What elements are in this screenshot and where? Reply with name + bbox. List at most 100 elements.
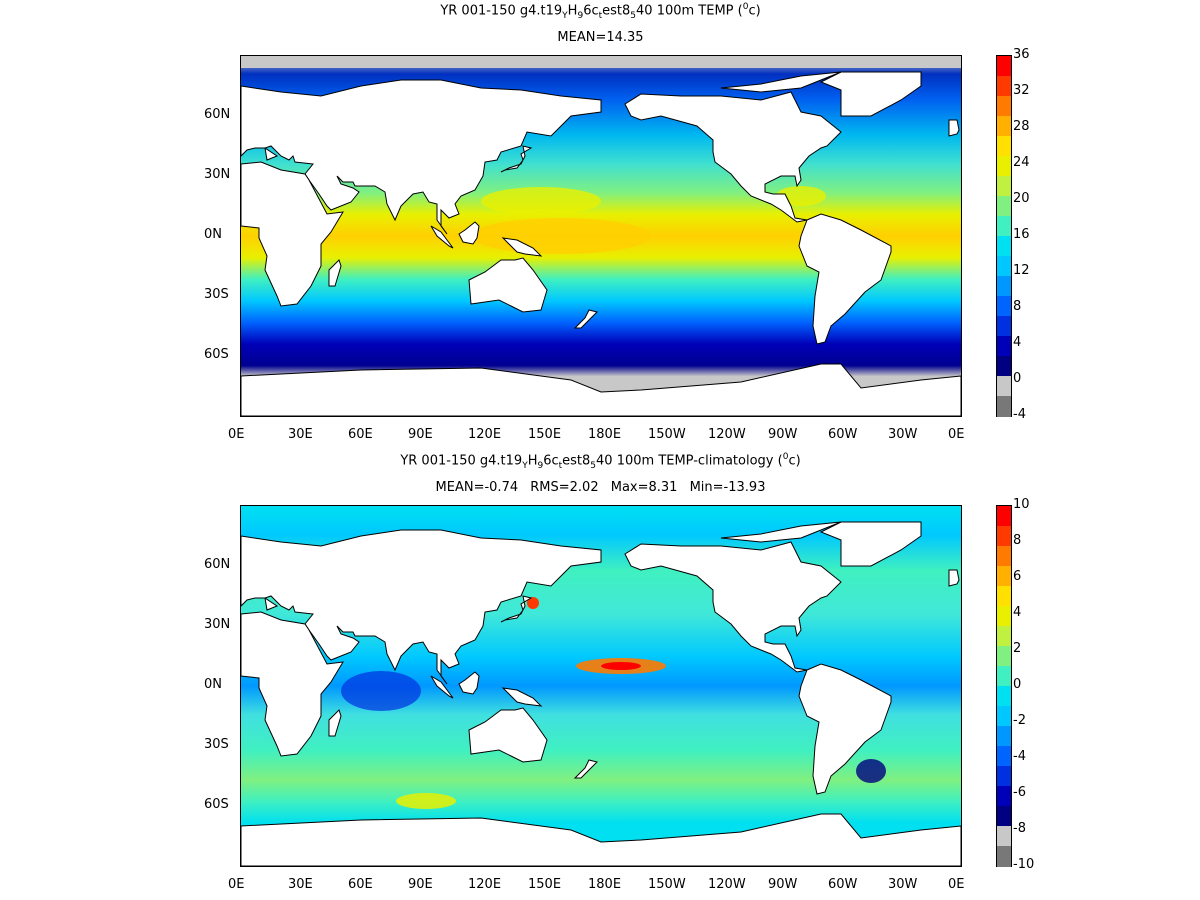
colorbar-segment	[997, 566, 1011, 587]
bottom-map	[240, 505, 962, 867]
x-tick-label: 150E	[528, 877, 562, 892]
land-japan	[500, 595, 533, 623]
x-tick-label: 0E	[228, 877, 245, 892]
x-tick-label: 0E	[228, 427, 245, 442]
colorbar-segment	[997, 136, 1011, 157]
y-tick-label: 30S	[204, 737, 229, 752]
bottom-title: YR 001-150 g4.t19YH96ctest8540 100m TEMP…	[400, 452, 801, 471]
anomaly-indian	[341, 671, 421, 711]
colorbar-segment	[997, 216, 1011, 237]
colorbar-segment	[997, 236, 1011, 257]
stat-mean: MEAN=14.35	[557, 30, 644, 45]
colorbar-label: 10	[1013, 497, 1030, 512]
colorbar-segment	[997, 706, 1011, 727]
x-tick-label: 30W	[888, 877, 918, 892]
land-sumatra	[430, 675, 454, 699]
colorbar-label: 24	[1013, 155, 1030, 170]
warm-pool	[471, 218, 651, 254]
top-stats: MEAN=14.35	[240, 30, 961, 45]
land-borneo	[458, 221, 480, 245]
y-tick-label: 60N	[204, 557, 231, 572]
land-africa	[241, 161, 344, 307]
colorbar-segment	[997, 116, 1011, 137]
y-tick-label: 60S	[204, 797, 229, 812]
colorbar-segment	[997, 276, 1011, 297]
bottom-colorbar	[996, 505, 1012, 867]
colorbar-segment	[997, 196, 1011, 217]
land-arctic-isles	[720, 71, 842, 93]
stat-min: Min=-13.93	[689, 480, 766, 495]
colorbar-label: 0	[1013, 371, 1022, 386]
land-uk	[948, 119, 960, 137]
anomaly-southern-ocean	[396, 793, 456, 809]
colorbar-label: -2	[1013, 713, 1026, 728]
bottom-panel: YR 001-150 g4.t19YH96ctest8540 100m TEMP…	[0, 450, 1200, 900]
top-title: YR 001-150 g4.t19YH96ctest8540 100m TEMP…	[440, 2, 761, 21]
colorbar-segment	[997, 586, 1011, 607]
stat-mean: MEAN=-0.74	[435, 480, 519, 495]
y-tick-label: 30S	[204, 287, 229, 302]
land-greenland	[819, 521, 922, 567]
colorbar-label: 36	[1013, 47, 1030, 62]
land-antarctica	[241, 813, 961, 866]
colorbar-segment	[997, 726, 1011, 747]
colorbar-segment	[997, 626, 1011, 647]
y-tick-label: 30N	[204, 617, 231, 632]
land-uk	[948, 569, 960, 587]
anomaly-kuroshio	[527, 597, 539, 609]
land-s-america	[798, 213, 892, 345]
land-new-guinea	[501, 687, 543, 707]
arctic-ice	[241, 56, 961, 68]
x-tick-label: 0E	[948, 427, 965, 442]
colorbar-label: -6	[1013, 785, 1026, 800]
land-eurasia	[241, 79, 602, 235]
colorbar-label: -4	[1013, 407, 1026, 422]
x-tick-label: 30E	[288, 877, 313, 892]
x-tick-label: 150W	[648, 427, 686, 442]
colorbar-label: 0	[1013, 677, 1022, 692]
colorbar-segment	[997, 256, 1011, 277]
colorbar-segment	[997, 526, 1011, 547]
colorbar-label: 28	[1013, 119, 1030, 134]
land-nz	[573, 309, 598, 329]
land-madagascar	[328, 709, 342, 737]
colorbar-segment	[997, 826, 1011, 847]
colorbar-label: 16	[1013, 227, 1030, 242]
land-arctic-isles	[720, 521, 842, 543]
colorbar-segment	[997, 176, 1011, 197]
land-japan	[500, 145, 533, 173]
colorbar-label: 4	[1013, 605, 1022, 620]
colorbar-label: 32	[1013, 83, 1030, 98]
x-tick-label: 120W	[708, 427, 746, 442]
x-tick-label: 120E	[468, 427, 502, 442]
land-antarctica	[241, 363, 961, 416]
land-borneo	[458, 671, 480, 695]
colorbar-segment	[997, 606, 1011, 627]
stat-max: Max=8.31	[610, 480, 678, 495]
x-tick-label: 150E	[528, 427, 562, 442]
stat-rms: RMS=2.02	[530, 480, 599, 495]
top-map	[240, 55, 962, 417]
bottom-stats: MEAN=-0.74 RMS=2.02 Max=8.31 Min=-13.93	[240, 480, 961, 495]
colorbar-segment	[997, 646, 1011, 667]
land-madagascar	[328, 259, 342, 287]
top-panel: YR 001-150 g4.t19YH96ctest8540 100m TEMP…	[204, 2, 1030, 442]
land-australia	[468, 707, 548, 763]
anomaly-max	[601, 662, 641, 670]
x-tick-label: 30E	[288, 427, 313, 442]
land-australia	[468, 257, 548, 313]
land-eurasia	[241, 529, 602, 685]
colorbar-segment	[997, 96, 1011, 117]
colorbar-segment	[997, 376, 1011, 397]
x-tick-label: 150W	[648, 877, 686, 892]
colorbar-label: 6	[1013, 569, 1022, 584]
anomaly-brazil	[856, 759, 886, 783]
land-greenland	[819, 71, 922, 117]
x-tick-label: 30W	[888, 427, 918, 442]
y-tick-label: 30N	[204, 167, 231, 182]
x-tick-label: 180E	[588, 427, 622, 442]
colorbar-segment	[997, 746, 1011, 767]
colorbar-label: 8	[1013, 533, 1022, 548]
colorbar-label: 4	[1013, 335, 1022, 350]
colorbar-segment	[997, 56, 1011, 77]
